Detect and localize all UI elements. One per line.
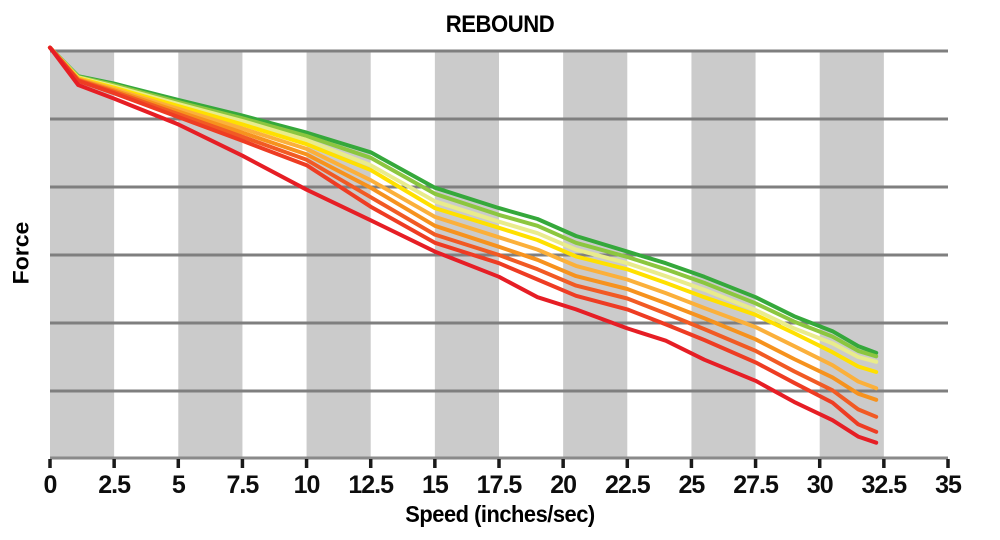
x-tick-label: 30 bbox=[807, 471, 833, 499]
series-line-pale-yellow bbox=[48, 45, 879, 364]
x-tick-label: 2.5 bbox=[98, 471, 131, 499]
x-tick-label: 32.5 bbox=[862, 471, 908, 499]
series-line-orange bbox=[48, 45, 879, 402]
x-tick-label: 12.5 bbox=[348, 471, 394, 499]
series-line-red-orange bbox=[48, 45, 879, 434]
x-tick-label: 17.5 bbox=[477, 471, 523, 499]
x-tick-label: 15 bbox=[422, 471, 449, 499]
x-tick-label: 35 bbox=[935, 471, 962, 499]
x-axis-label: Speed (inches/sec) bbox=[405, 501, 595, 527]
series-line-red bbox=[48, 45, 879, 445]
y-axis-label: Force bbox=[8, 221, 34, 285]
series-line-yellow bbox=[48, 45, 879, 374]
x-tick-label: 5 bbox=[172, 471, 186, 499]
x-tick-label: 7.5 bbox=[227, 471, 260, 499]
x-tick-label: 27.5 bbox=[733, 471, 779, 499]
series-line-amber bbox=[48, 45, 879, 391]
x-tick-label: 0 bbox=[44, 471, 57, 499]
x-tick-label: 25 bbox=[679, 471, 706, 499]
x-tick-label: 22.5 bbox=[605, 471, 651, 499]
x-tick-label: 20 bbox=[550, 471, 576, 499]
series-line-dark-orange bbox=[48, 45, 879, 419]
chart-title: REBOUND bbox=[445, 11, 555, 38]
x-tick-label: 10 bbox=[294, 471, 320, 499]
